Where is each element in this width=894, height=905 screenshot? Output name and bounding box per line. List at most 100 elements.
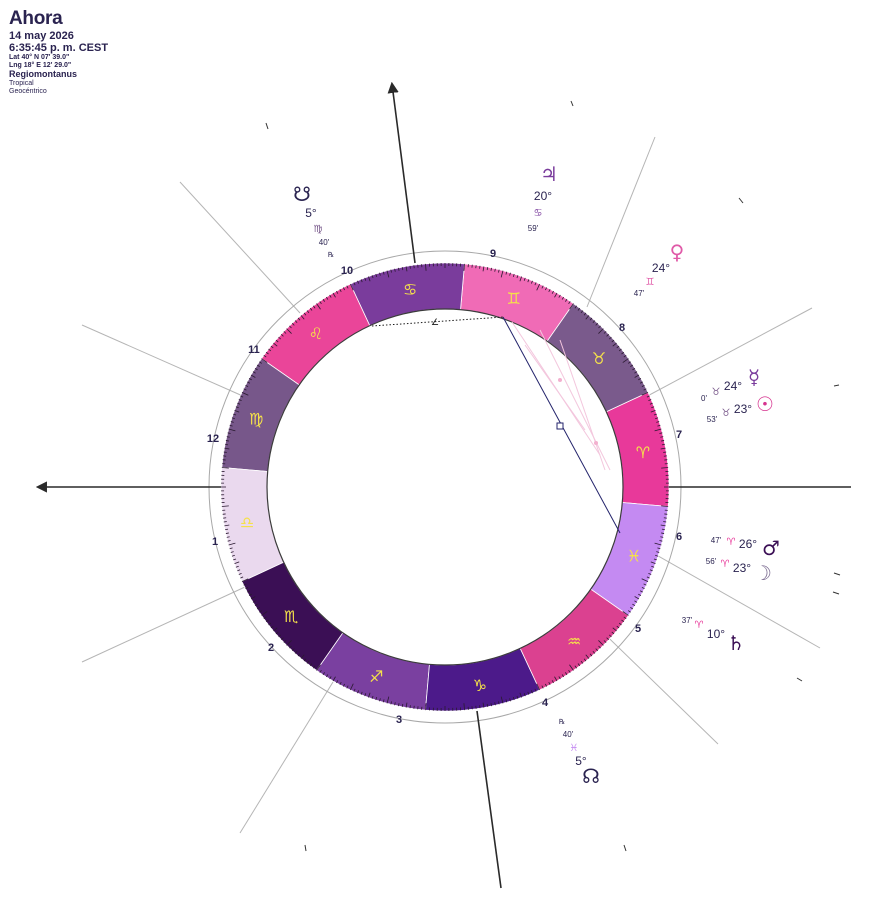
mars-icon: ♂ <box>762 536 780 560</box>
degree-tick <box>623 355 627 358</box>
degree-tick <box>655 417 659 420</box>
degree-tick <box>536 683 541 691</box>
degree-tick <box>606 333 610 337</box>
degree-tick <box>254 603 258 607</box>
house-number-6: 6 <box>676 531 682 543</box>
degree-tick <box>494 702 496 706</box>
degree-tick <box>225 528 229 531</box>
degree-tick <box>634 600 638 603</box>
planet-south-node: ☋ 5° ♍ 40' ℞ <box>293 182 334 259</box>
degree-tick <box>371 275 374 279</box>
degree-tick <box>650 410 656 413</box>
degree-tick <box>649 402 653 405</box>
degree-tick <box>486 267 489 271</box>
degree-tick <box>534 688 537 692</box>
degree-tick <box>660 536 664 538</box>
degree-tick <box>598 640 604 646</box>
degree-tick <box>275 631 279 635</box>
degree-tick <box>313 305 316 309</box>
degree-tick <box>568 669 571 673</box>
degree-tick <box>660 436 664 438</box>
degree-tick <box>598 325 601 329</box>
degree-tick <box>256 364 260 367</box>
degree-tick <box>574 305 577 309</box>
gemini-icon: ♊ <box>507 289 521 308</box>
degree-tick <box>371 695 374 699</box>
saturn-icon: ♄ <box>727 631 745 655</box>
degree-tick <box>349 683 354 691</box>
degree-tick <box>651 565 655 568</box>
degree-tick <box>225 443 229 446</box>
degree-tick <box>273 342 278 347</box>
degree-tick <box>241 391 249 396</box>
degree-tick <box>342 287 346 291</box>
planet-mars: 47' ♈ 26° ♂ <box>711 536 780 560</box>
degree-tick <box>265 351 269 355</box>
degree-tick <box>643 583 647 586</box>
jupiter-minutes: 59' <box>528 224 539 233</box>
degree-tick <box>379 272 381 276</box>
degree-tick <box>259 610 263 613</box>
degree-tick <box>425 703 427 711</box>
degree-tick <box>580 660 584 664</box>
planet-labels: ♃ 20° ♋ 59' ♀ 24° ♊ 47' 0' ♉ 24° ☿ 53' ♉… <box>293 162 780 788</box>
degree-tick <box>259 361 263 364</box>
saturn-minutes: 37' <box>682 616 693 625</box>
degree-tick <box>316 303 321 310</box>
pisces-icon: ♓ <box>570 743 579 754</box>
degree-tick <box>306 660 310 664</box>
degree-tick <box>632 603 636 607</box>
sun-degree: 23° <box>734 402 752 416</box>
moon-degree: 23° <box>733 561 751 575</box>
chart-longitude: Lng 18° E 12' 29.0" <box>9 61 72 69</box>
degree-tick <box>654 542 662 546</box>
degree-tick <box>463 263 465 271</box>
degree-tick <box>300 315 305 320</box>
degree-tick <box>621 619 625 623</box>
degree-tick <box>316 664 321 671</box>
leo-icon: ♌ <box>309 324 323 343</box>
degree-tick <box>247 590 251 593</box>
degree-tick <box>638 378 642 381</box>
venus-degree: 24° <box>652 261 670 275</box>
degree-tick <box>574 665 577 669</box>
degree-tick <box>240 395 244 398</box>
degree-tick <box>638 593 642 596</box>
degree-tick <box>398 703 400 707</box>
degree-tick <box>661 440 665 442</box>
chart-title: Ahora <box>9 8 63 29</box>
libra-icon: ♎ <box>240 513 254 532</box>
degree-tick <box>634 371 638 374</box>
degree-tick <box>364 277 367 281</box>
degree-tick <box>595 322 599 326</box>
degree-tick <box>659 540 663 542</box>
degree-tick <box>309 663 313 667</box>
degree-tick <box>611 339 615 343</box>
degree-tick <box>300 654 305 659</box>
degree-tick <box>394 702 396 706</box>
taurus-icon: ♉ <box>592 349 606 368</box>
degree-tick <box>651 406 655 409</box>
degree-tick <box>346 685 349 689</box>
degree-tick <box>516 695 519 699</box>
perspective: Geocéntrico <box>9 88 47 96</box>
degree-tick <box>375 697 378 701</box>
jupiter-degree: 20° <box>534 189 552 203</box>
degree-tick <box>585 654 590 659</box>
degree-tick <box>509 272 511 276</box>
degree-tick <box>247 381 251 384</box>
degree-tick <box>291 322 295 326</box>
degree-tick <box>592 650 596 654</box>
degree-tick <box>297 317 301 321</box>
degree-tick <box>544 287 548 291</box>
degree-tick <box>627 361 631 364</box>
degree-tick <box>565 672 568 676</box>
retrograde-icon: ℞ <box>559 718 565 726</box>
degree-tick <box>603 640 607 643</box>
degree-tick <box>512 697 515 701</box>
cancer-icon: ♋ <box>534 208 543 219</box>
degree-tick <box>519 692 522 698</box>
degree-tick <box>233 558 237 561</box>
degree-tick <box>630 607 634 610</box>
degree-tick <box>225 440 229 442</box>
